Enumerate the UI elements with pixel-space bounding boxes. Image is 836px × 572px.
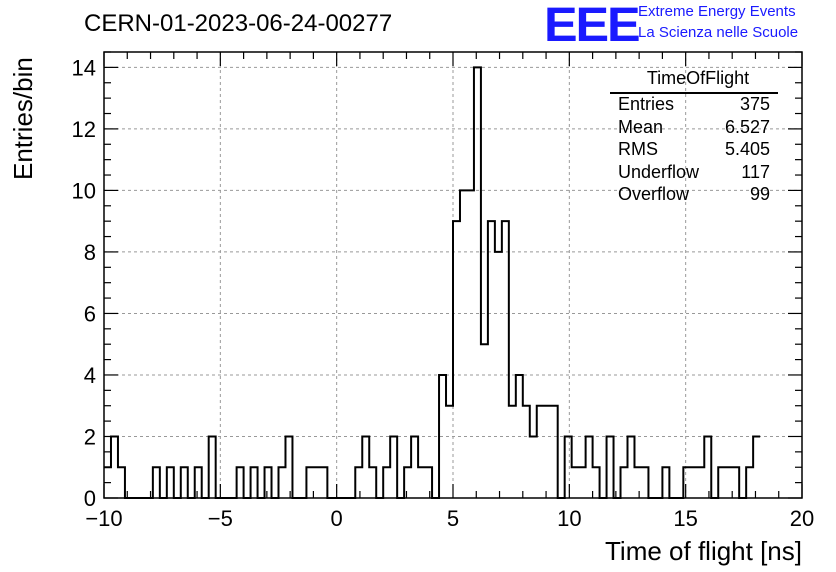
stats-title: TimeOfFlight [610,68,778,94]
y-tick-label: 2 [84,424,96,449]
axes [103,51,803,499]
stats-label: Mean [618,116,664,137]
x-tick-label: −10 [85,506,122,531]
x-tick-label: −5 [208,506,233,531]
logo-text-line1: Extreme Energy Events [638,3,796,20]
stats-value: 117 [741,161,770,182]
x-tick-labels: −10 −5 0 5 10 15 20 [85,506,814,531]
stats-row-overflow: Overflow 99 [610,184,778,207]
stats-row-rms: RMS 5.405 [610,139,778,162]
stats-value: 375 [739,94,770,114]
stats-row-underflow: Underflow 117 [610,162,778,185]
stats-value: 5.405 [724,139,770,159]
logo-text-line2: La Scienza nelle Scuole [638,24,799,41]
y-tick-label: 6 [84,301,96,326]
y-tick-label: 14 [72,55,96,80]
y-tick-label: 12 [72,117,96,142]
x-tick-label: 0 [331,506,343,531]
y-axis-label: Entries/bin [8,57,38,180]
stats-row-entries: Entries 375 [610,94,778,117]
y-tick-labels: 0 2 4 6 8 10 12 14 [72,55,96,511]
y-tick-label: 10 [72,178,96,203]
stats-value: 99 [749,184,770,204]
x-tick-label: 20 [790,506,814,531]
run-title: CERN-01-2023-06-24-00277 [84,10,393,37]
x-tick-label: 5 [447,506,459,531]
eee-logo: EEE [544,0,641,52]
stats-box: TimeOfFlight Entries 375 Mean 6.527 RMS … [610,68,778,207]
x-axis-label: Time of flight [ns] [605,536,802,566]
y-tick-label: 4 [84,363,96,388]
stats-label: Underflow [618,161,700,182]
y-tick-label: 8 [84,240,96,265]
stats-value: 6.527 [724,116,770,137]
y-tick-label: 0 [84,486,96,511]
x-tick-label: 10 [557,506,581,531]
x-tick-label: 15 [673,506,697,531]
stats-row-mean: Mean 6.527 [610,117,778,140]
stats-label: Entries [618,94,675,114]
stats-label: Overflow [618,184,690,204]
stats-label: RMS [618,139,658,159]
